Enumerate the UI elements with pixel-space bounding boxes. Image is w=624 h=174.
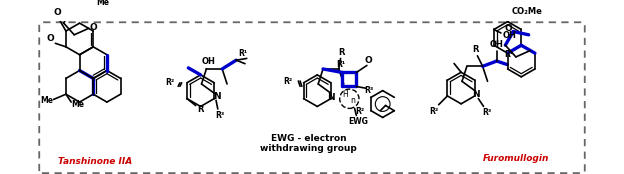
Text: R²: R² [355,106,364,116]
Text: OH: OH [201,57,215,66]
Text: R³: R³ [364,85,373,94]
Text: N: N [472,90,479,100]
Text: O: O [504,23,512,33]
Text: R³: R³ [215,111,224,120]
Text: OH: OH [503,31,517,40]
Text: R³: R³ [482,108,492,117]
Text: R¹: R¹ [336,60,345,69]
Text: R²: R² [283,77,293,86]
Text: CO₂Me: CO₂Me [512,7,542,15]
Text: Me: Me [72,100,85,109]
Text: Tanshinone IIA: Tanshinone IIA [58,157,132,166]
Text: R²: R² [429,107,438,116]
Text: O: O [53,8,61,17]
Text: O: O [365,56,373,65]
Text: OH: OH [490,40,504,49]
Text: R²: R² [165,78,174,87]
Text: Me: Me [40,96,53,105]
Text: R¹: R¹ [238,49,248,58]
Text: Me: Me [96,0,109,7]
Text: EWG - electron
withdrawing group: EWG - electron withdrawing group [260,134,357,153]
Text: Furomullogin: Furomullogin [483,154,550,163]
Text: R: R [198,105,204,114]
Text: R: R [472,45,479,54]
Text: n: n [351,96,355,105]
Text: R: R [338,48,344,57]
Text: O: O [46,34,54,44]
Text: N: N [327,93,334,102]
Text: R¹: R¹ [504,50,514,58]
Text: O: O [89,23,97,32]
Text: EWG: EWG [348,117,368,126]
Text: N: N [213,92,221,101]
Text: H: H [342,90,348,99]
